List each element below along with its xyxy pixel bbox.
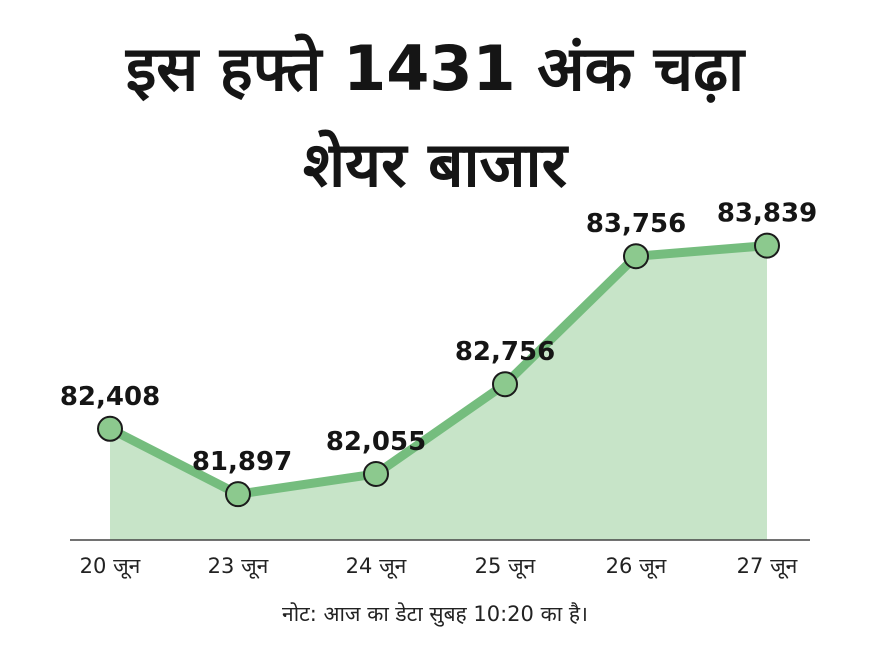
- data-point-2: [363, 460, 389, 487]
- data-label-0: 82,408: [60, 382, 160, 412]
- data-point-1: [225, 481, 251, 508]
- x-tick-label-1: 23 जून: [208, 554, 269, 579]
- x-tick-label-4: 26 जून: [606, 554, 667, 579]
- data-point-0: [97, 415, 123, 442]
- area-fill: [110, 245, 767, 540]
- chart-title-line1: इस हफ्ते 1431 अंक चढ़ा: [125, 32, 745, 105]
- series-line: [105, 241, 772, 499]
- x-tick-label-0: 20 जून: [80, 554, 141, 579]
- chart-title-line2: शेयर बाजार: [303, 128, 567, 201]
- data-point-4: [623, 243, 649, 270]
- data-label-3: 82,756: [455, 337, 555, 367]
- data-label-2: 82,055: [326, 427, 426, 457]
- data-label-1: 81,897: [192, 447, 292, 477]
- data-point-3: [492, 371, 518, 398]
- x-tick-label-3: 25 जून: [475, 554, 536, 579]
- data-label-4: 83,756: [586, 209, 686, 239]
- x-tick-label-5: 27 जून: [737, 554, 798, 579]
- x-tick-label-2: 24 जून: [346, 554, 407, 579]
- chart-note: नोट: आज का डेटा सुबह 10:20 का है।: [282, 602, 588, 626]
- data-point-5: [754, 232, 780, 259]
- data-label-5: 83,839: [717, 199, 817, 229]
